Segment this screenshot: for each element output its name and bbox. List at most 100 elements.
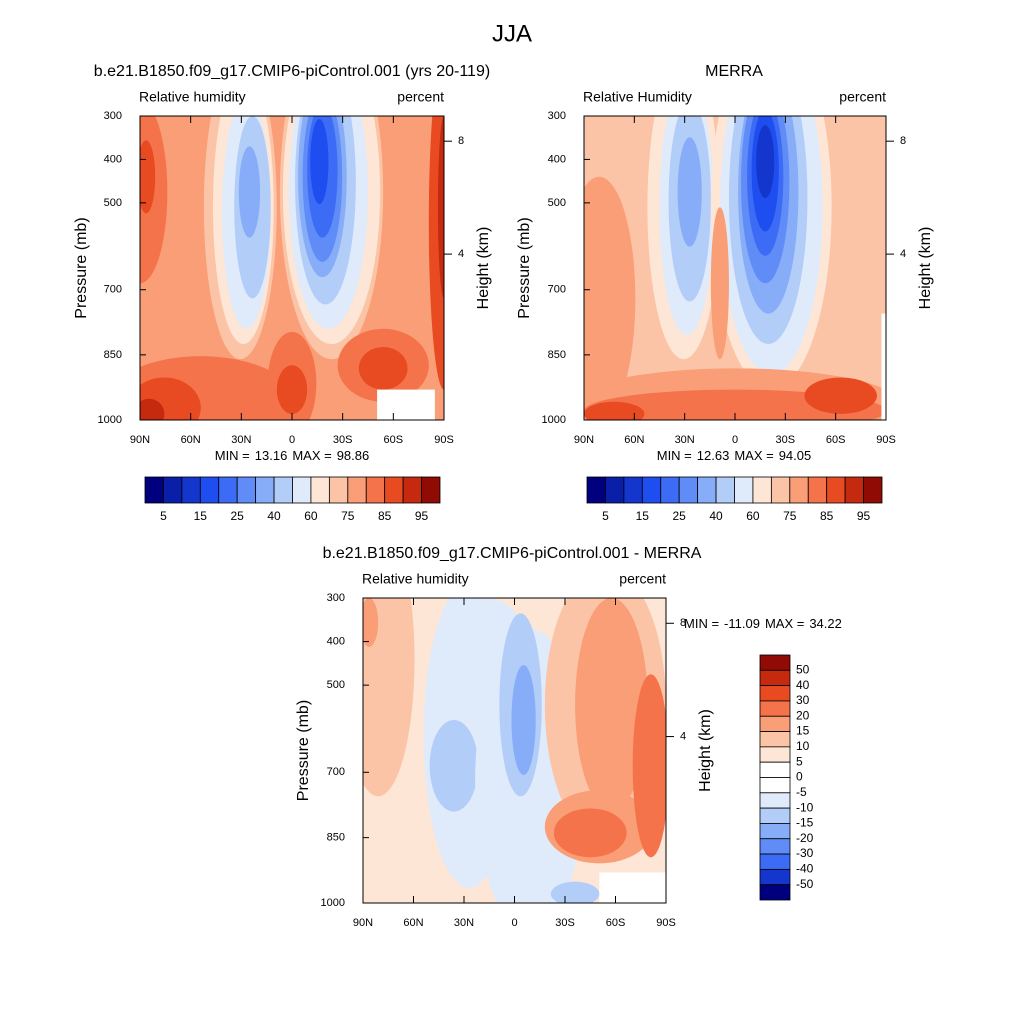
contour-fill bbox=[710, 207, 729, 360]
colorbar-box bbox=[759, 868, 791, 886]
x-tick-label: 90N bbox=[353, 917, 373, 929]
y-tick-label: 700 bbox=[327, 766, 345, 778]
colorbar-box bbox=[844, 476, 864, 504]
x-tick-label: 0 bbox=[511, 917, 517, 929]
colorbar-box bbox=[328, 476, 349, 504]
panel: MERRA Relative Humidity percent Pressure (m… bbox=[516, 63, 934, 523]
panel-title: b.e21.B1850.f09_g17.CMIP6-piControl.001 … bbox=[323, 545, 702, 562]
contour-fill bbox=[363, 598, 379, 647]
colorbar-box bbox=[734, 476, 754, 504]
contour-fill bbox=[575, 598, 648, 812]
colorbar-box bbox=[660, 476, 680, 504]
colorbar-label: 0 bbox=[796, 770, 803, 784]
colorbar-label: -10 bbox=[796, 800, 814, 814]
y2-tick-label: 4 bbox=[900, 248, 906, 260]
contour-fill bbox=[358, 347, 408, 390]
y-tick-label: 700 bbox=[548, 284, 566, 296]
stat-value: 13.16 bbox=[255, 448, 288, 463]
left-label: Relative humidity bbox=[362, 571, 469, 587]
colorbar-box bbox=[759, 746, 791, 763]
colorbar-box bbox=[273, 476, 293, 504]
colorbar-label: -15 bbox=[796, 816, 814, 830]
stat-label: MAX = bbox=[292, 448, 331, 463]
colorbar-label: 40 bbox=[796, 678, 810, 692]
y-tick-label: 850 bbox=[327, 832, 345, 844]
colorbar-box bbox=[715, 476, 735, 504]
stat-label: MAX = bbox=[734, 448, 773, 463]
contour-fill bbox=[437, 116, 444, 299]
x-tick-label: 30S bbox=[776, 434, 796, 446]
stat-label: MIN = bbox=[657, 448, 692, 463]
y-tick-label: 300 bbox=[104, 110, 122, 122]
colorbar-label: 95 bbox=[857, 509, 871, 523]
colorbar-label: 15 bbox=[636, 509, 650, 523]
colorbar-box bbox=[605, 476, 625, 504]
colorbar-box bbox=[789, 476, 809, 504]
y-tick-label: 1000 bbox=[542, 414, 566, 426]
y-tick-label: 1000 bbox=[321, 897, 345, 909]
left-label: Relative Humidity bbox=[583, 89, 692, 105]
colorbar-box bbox=[384, 476, 404, 504]
y2-tick-label: 4 bbox=[680, 730, 686, 742]
stats: MIN = 12.63 MAX = 94.05 bbox=[657, 448, 812, 463]
colorbar-label: 20 bbox=[796, 708, 810, 722]
colorbar-label: 5 bbox=[602, 509, 609, 523]
colorbar-box bbox=[759, 731, 791, 748]
y-axis-label: Pressure (mb) bbox=[516, 217, 533, 318]
y-tick-label: 500 bbox=[104, 197, 122, 209]
panel-title: b.e21.B1850.f09_g17.CMIP6-piControl.001 … bbox=[94, 63, 490, 80]
panel: b.e21.B1850.f09_g17.CMIP6-piControl.001 … bbox=[295, 545, 842, 929]
y2-axis-label: Height (km) bbox=[475, 227, 492, 310]
colorbar-box bbox=[181, 476, 201, 504]
no-data bbox=[377, 389, 435, 420]
x-tick-label: 90N bbox=[574, 434, 594, 446]
colorbar-label: 95 bbox=[415, 509, 429, 523]
y2-tick-label: 8 bbox=[900, 135, 906, 147]
y-axis-label: Pressure (mb) bbox=[295, 700, 312, 801]
colorbar-box bbox=[163, 476, 183, 504]
no-data bbox=[881, 313, 886, 420]
stat-label: MIN = bbox=[684, 616, 719, 631]
y2-axis-label: Height (km) bbox=[697, 709, 714, 792]
contour-fill bbox=[447, 598, 521, 659]
colorbar-box bbox=[759, 761, 791, 778]
y2-tick-label: 4 bbox=[458, 248, 464, 260]
contour-fill bbox=[553, 808, 627, 858]
contour-fill bbox=[140, 140, 156, 214]
colorbar-label: -5 bbox=[796, 785, 807, 799]
colorbar-box bbox=[770, 476, 791, 504]
colorbar-box bbox=[759, 792, 791, 809]
x-tick-label: 60S bbox=[384, 434, 404, 446]
colorbar-box bbox=[759, 685, 791, 702]
x-tick-label: 60N bbox=[624, 434, 644, 446]
colorbar-box bbox=[144, 476, 164, 504]
colorbar-box bbox=[310, 476, 330, 504]
colorbar-box bbox=[347, 476, 367, 504]
colorbar-box bbox=[623, 476, 643, 504]
y2-axis-label: Height (km) bbox=[917, 227, 934, 310]
x-tick-label: 90S bbox=[656, 917, 676, 929]
colorbar-label: 30 bbox=[796, 693, 810, 707]
y-tick-label: 500 bbox=[548, 197, 566, 209]
colorbar-label: 60 bbox=[746, 509, 760, 523]
no-data bbox=[599, 872, 666, 903]
figure-title: JJA bbox=[492, 20, 532, 47]
right-label: percent bbox=[397, 89, 444, 105]
colorbar-label: 15 bbox=[796, 724, 810, 738]
right-label: percent bbox=[619, 571, 666, 587]
stat-value: 34.22 bbox=[809, 616, 842, 631]
colorbar-box bbox=[218, 476, 238, 504]
x-tick-label: 0 bbox=[289, 434, 295, 446]
colorbar-box bbox=[759, 807, 791, 824]
colorbar-box bbox=[759, 823, 791, 840]
contour-fill bbox=[677, 137, 702, 247]
stat-value: 12.63 bbox=[697, 448, 730, 463]
colorbar-label: 85 bbox=[820, 509, 834, 523]
colorbar-box bbox=[759, 669, 791, 687]
contour-field bbox=[140, 116, 444, 420]
y-tick-label: 700 bbox=[104, 284, 122, 296]
x-tick-label: 60S bbox=[826, 434, 846, 446]
contour-fill bbox=[632, 674, 666, 858]
x-tick-label: 30N bbox=[454, 917, 474, 929]
panel-title: MERRA bbox=[705, 63, 763, 80]
